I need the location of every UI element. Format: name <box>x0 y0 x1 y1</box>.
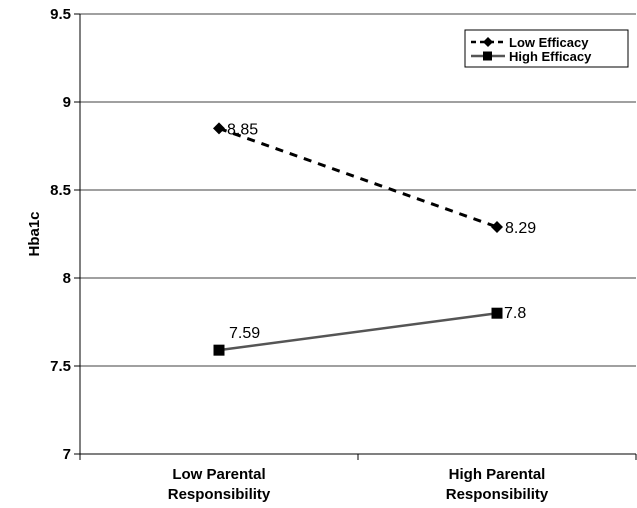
y-tick-labels: 7 7.5 8 8.5 9 9.5 <box>50 6 71 463</box>
legend-entry: Low Efficacy <box>471 35 589 50</box>
y-tick-label: 7 <box>63 446 71 463</box>
data-label: 7.8 <box>504 305 526 322</box>
series-low-efficacy: 8.85 8.29 <box>213 121 536 237</box>
diamond-marker <box>213 122 225 135</box>
y-tick-label: 9.5 <box>50 6 71 23</box>
x-category-label: Responsibility <box>446 486 549 503</box>
square-marker <box>213 344 225 356</box>
y-axis-title: Hba1c <box>26 211 43 256</box>
square-marker <box>491 307 503 319</box>
legend-diamond-marker <box>483 37 493 47</box>
legend-box <box>464 29 629 68</box>
y-tick-label: 9 <box>63 94 71 111</box>
series-group: 8.85 8.29 7.59 7.8 <box>213 121 536 356</box>
legend-label: High Efficacy <box>509 49 592 64</box>
data-label: 8.29 <box>505 220 536 237</box>
x-category-label: Low Parental <box>172 466 265 483</box>
data-label: 8.85 <box>227 121 258 138</box>
series-line <box>218 126 498 229</box>
gridlines <box>80 13 636 367</box>
x-category-labels: Low Parental Responsibility High Parental R… <box>168 466 549 503</box>
x-category-label: Responsibility <box>168 486 271 503</box>
y-tick-label: 8 <box>63 270 71 287</box>
series-line <box>218 311 498 352</box>
legend-entry: High Efficacy <box>471 49 592 64</box>
data-label: 7.59 <box>229 325 260 342</box>
series-high-efficacy: 7.59 7.8 <box>213 305 526 356</box>
diamond-marker <box>491 220 503 233</box>
y-tick-label: 8.5 <box>50 182 71 199</box>
legend-square-marker <box>483 51 492 61</box>
plot-area <box>80 14 636 454</box>
x-category-label: High Parental <box>449 466 546 483</box>
legend-label: Low Efficacy <box>509 35 589 50</box>
axes <box>74 13 637 460</box>
y-tick-label: 7.5 <box>50 358 71 375</box>
